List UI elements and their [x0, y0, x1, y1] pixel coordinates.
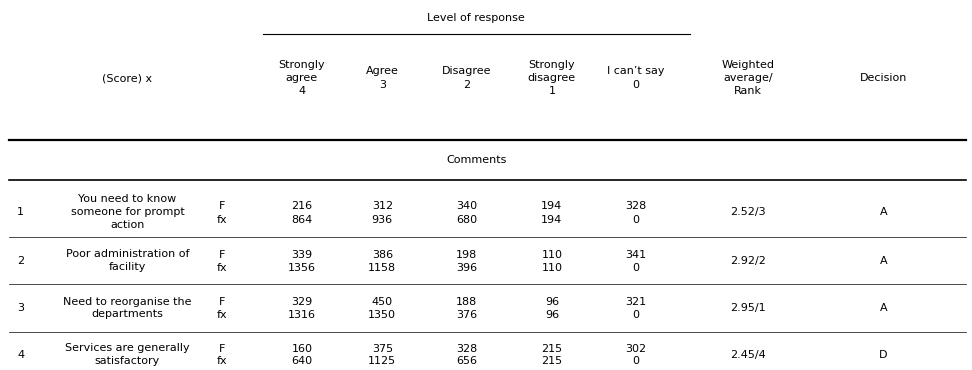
Text: F: F: [219, 201, 226, 211]
Text: D: D: [879, 350, 887, 360]
Text: 216: 216: [292, 201, 312, 211]
Text: 2.92/2: 2.92/2: [730, 256, 766, 266]
Text: A: A: [880, 207, 887, 217]
Text: 2.95/1: 2.95/1: [730, 303, 766, 313]
Text: Services are generally
satisfactory: Services are generally satisfactory: [65, 343, 190, 366]
Text: 376: 376: [456, 310, 477, 320]
Text: Poor administration of
facility: Poor administration of facility: [66, 249, 190, 272]
Text: Level of response: Level of response: [428, 13, 525, 23]
Text: F: F: [219, 344, 226, 354]
Text: 375: 375: [371, 344, 393, 354]
Text: 328: 328: [456, 344, 477, 354]
Text: 312: 312: [371, 201, 393, 211]
Text: 321: 321: [626, 297, 646, 307]
Text: 302: 302: [626, 344, 646, 354]
Text: 2.52/3: 2.52/3: [730, 207, 766, 217]
Text: Comments: Comments: [446, 155, 506, 165]
Text: 386: 386: [371, 250, 393, 260]
Text: 188: 188: [456, 297, 477, 307]
Text: 340: 340: [456, 201, 477, 211]
Text: A: A: [880, 256, 887, 266]
Text: 1158: 1158: [368, 263, 397, 273]
Text: 329: 329: [292, 297, 312, 307]
Text: 110: 110: [541, 250, 563, 260]
Text: 640: 640: [292, 356, 312, 366]
Text: 2.45/4: 2.45/4: [730, 350, 766, 360]
Text: You need to know
someone for prompt
action: You need to know someone for prompt acti…: [71, 194, 185, 230]
Text: 194: 194: [541, 201, 563, 211]
Text: 96: 96: [545, 297, 559, 307]
Text: 0: 0: [633, 263, 640, 273]
Text: 1125: 1125: [368, 356, 397, 366]
Text: fx: fx: [217, 215, 227, 225]
Text: (Score) x: (Score) x: [102, 73, 153, 83]
Text: 680: 680: [456, 215, 477, 225]
Text: 936: 936: [371, 215, 393, 225]
Text: 864: 864: [292, 215, 312, 225]
Text: 160: 160: [292, 344, 312, 354]
Text: 3: 3: [17, 303, 24, 313]
Text: 2: 2: [17, 256, 24, 266]
Text: 1: 1: [17, 207, 24, 217]
Text: Strongly
disagree
1: Strongly disagree 1: [528, 60, 576, 96]
Text: Weighted
average/
Rank: Weighted average/ Rank: [721, 60, 774, 96]
Text: fx: fx: [217, 310, 227, 320]
Text: 0: 0: [633, 356, 640, 366]
Text: 328: 328: [626, 201, 646, 211]
Text: 1316: 1316: [288, 310, 316, 320]
Text: Decision: Decision: [859, 73, 907, 83]
Text: I can’t say
0: I can’t say 0: [608, 67, 665, 90]
Text: 0: 0: [633, 215, 640, 225]
Text: 194: 194: [541, 215, 563, 225]
Text: 450: 450: [371, 297, 393, 307]
Text: 198: 198: [456, 250, 477, 260]
Text: Disagree
2: Disagree 2: [442, 67, 492, 90]
Text: 4: 4: [17, 350, 24, 360]
Text: 396: 396: [456, 263, 477, 273]
Text: fx: fx: [217, 263, 227, 273]
Text: fx: fx: [217, 356, 227, 366]
Text: F: F: [219, 297, 226, 307]
Text: 339: 339: [292, 250, 312, 260]
Text: F: F: [219, 250, 226, 260]
Text: 656: 656: [456, 356, 477, 366]
Text: 0: 0: [633, 310, 640, 320]
Text: A: A: [880, 303, 887, 313]
Text: 110: 110: [541, 263, 563, 273]
Text: 96: 96: [545, 310, 559, 320]
Text: 215: 215: [541, 356, 563, 366]
Text: 1356: 1356: [288, 263, 316, 273]
Text: Strongly
agree
4: Strongly agree 4: [279, 60, 326, 96]
Text: Need to reorganise the
departments: Need to reorganise the departments: [63, 297, 191, 319]
Text: 215: 215: [541, 344, 563, 354]
Text: Agree
3: Agree 3: [365, 67, 399, 90]
Text: 341: 341: [626, 250, 646, 260]
Text: 1350: 1350: [368, 310, 397, 320]
